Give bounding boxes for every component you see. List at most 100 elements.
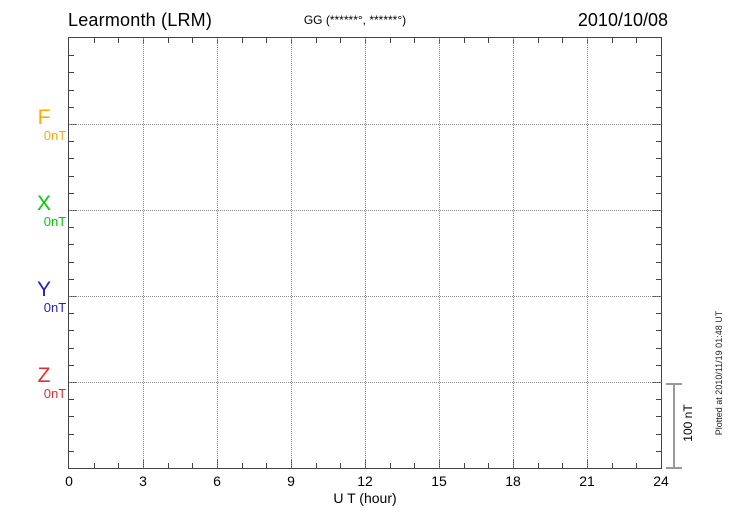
y-tick-right (656, 141, 661, 142)
x-tick-bottom (636, 463, 637, 468)
y-tick-left (69, 416, 74, 417)
x-tick-top (414, 38, 415, 43)
x-gridline (513, 38, 514, 468)
x-tick-top (266, 38, 267, 43)
y-tick-right (656, 313, 661, 314)
x-tick-bottom (242, 463, 243, 468)
x-tick-bottom (316, 463, 317, 468)
y-tick-right (656, 72, 661, 73)
component-label-X: X (36, 192, 51, 215)
x-tick-bottom (538, 463, 539, 468)
y-tick-left (69, 399, 74, 400)
x-tick-top (118, 38, 119, 43)
x-tick-bottom (94, 463, 95, 468)
component-label-Y: Y (36, 278, 51, 301)
y-gridline (69, 210, 661, 211)
component-label-Z: Z (37, 364, 51, 387)
y-tick-right (656, 158, 661, 159)
station-title: Learmonth (LRM) (68, 10, 213, 30)
x-tick-bottom (390, 463, 391, 468)
y-tick-left (69, 72, 74, 73)
x-tick-bottom (562, 463, 563, 468)
y-tick-left (69, 262, 74, 263)
x-tick-top (538, 38, 539, 43)
x-tick-top (94, 38, 95, 43)
x-gridline (143, 38, 144, 468)
x-tick-top (390, 38, 391, 43)
y-tick-right (656, 244, 661, 245)
y-tick-right (656, 262, 661, 263)
x-tick-top (636, 38, 637, 43)
component-baseline-label-F: 0nT (43, 128, 67, 143)
x-tick-label: 0 (65, 473, 73, 489)
x-tick-top (612, 38, 613, 43)
x-tick-top (340, 38, 341, 43)
component-baseline-label-Z: 0nT (43, 386, 67, 401)
x-gridline (365, 38, 366, 468)
x-tick-bottom (168, 463, 169, 468)
x-gridline (587, 38, 588, 468)
y-gridline (69, 296, 661, 297)
x-tick-label: 24 (653, 473, 669, 489)
plot-date: 2010/10/08 (577, 10, 668, 30)
geographic-coordinates-label: GG (******°, ******°) (303, 13, 407, 27)
y-tick-right (656, 176, 661, 177)
y-tick-left (69, 348, 74, 349)
y-tick-right (656, 55, 661, 56)
x-tick-top (562, 38, 563, 43)
x-tick-top (242, 38, 243, 43)
scale-bar-label: 100 nT (681, 404, 695, 442)
scale-bar-top-cap (666, 383, 682, 385)
y-tick-right (656, 90, 661, 91)
x-gridline (217, 38, 218, 468)
y-tick-left (69, 313, 74, 314)
y-tick-left (69, 330, 74, 331)
y-tick-right (656, 365, 661, 366)
x-tick-label: 6 (213, 473, 221, 489)
y-tick-left (69, 434, 74, 435)
scale-bar-bottom-cap (666, 467, 682, 469)
x-gridline (291, 38, 292, 468)
component-baseline-label-X: 0nT (43, 214, 67, 229)
x-tick-bottom (118, 463, 119, 468)
plot-area (68, 37, 662, 469)
y-tick-right (656, 348, 661, 349)
y-tick-left (69, 55, 74, 56)
x-tick-label: 12 (357, 473, 373, 489)
plotted-at-note: Plotted at 2010/11/19 01:48 UT (714, 310, 724, 436)
y-tick-right (656, 399, 661, 400)
y-tick-right (656, 107, 661, 108)
x-tick-top (488, 38, 489, 43)
x-tick-label: 3 (139, 473, 147, 489)
y-tick-right (656, 416, 661, 417)
x-gridline (439, 38, 440, 468)
y-tick-left (69, 451, 74, 452)
component-baseline-label-Y: 0nT (43, 300, 67, 315)
y-tick-right (656, 227, 661, 228)
y-tick-left (69, 141, 74, 142)
x-tick-top (168, 38, 169, 43)
y-tick-left (69, 227, 74, 228)
x-axis-title: U T (hour) (333, 490, 397, 506)
x-tick-label: 18 (505, 473, 521, 489)
y-tick-right (656, 330, 661, 331)
x-tick-bottom (464, 463, 465, 468)
x-tick-label: 15 (431, 473, 447, 489)
x-tick-bottom (340, 463, 341, 468)
x-tick-top (316, 38, 317, 43)
y-tick-left (69, 158, 74, 159)
y-tick-right (656, 451, 661, 452)
y-tick-right (656, 279, 661, 280)
y-tick-left (69, 193, 74, 194)
scale-bar-line (673, 383, 675, 468)
x-tick-bottom (192, 463, 193, 468)
y-tick-left (69, 279, 74, 280)
x-tick-bottom (414, 463, 415, 468)
y-tick-right (656, 193, 661, 194)
x-tick-label: 9 (287, 473, 295, 489)
x-tick-top (464, 38, 465, 43)
x-tick-top (192, 38, 193, 43)
component-label-F: F (37, 106, 51, 129)
y-gridline (69, 382, 661, 383)
